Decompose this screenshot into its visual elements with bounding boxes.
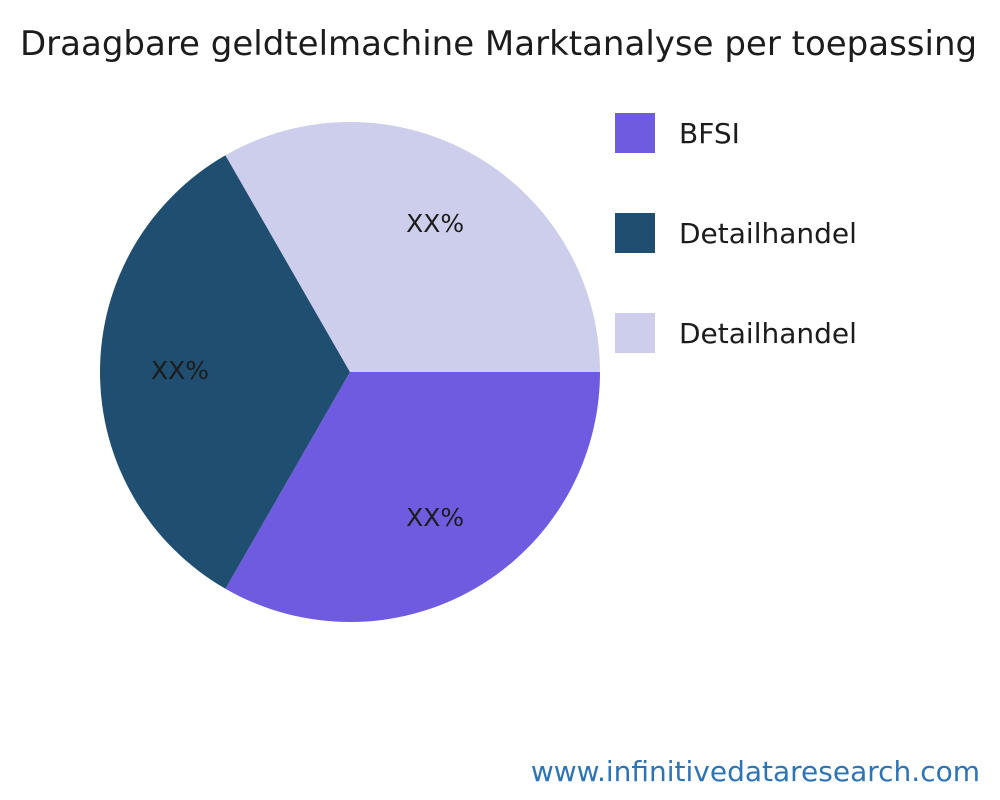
legend-label: Detailhandel — [679, 316, 857, 350]
footer-link[interactable]: www.infinitivedataresearch.com — [530, 755, 980, 788]
pie-slice-detailhandel — [225, 121, 601, 372]
legend-label: Detailhandel — [679, 216, 857, 250]
pie-slice-label: XX% — [406, 209, 464, 238]
pie-slice-detailhandel — [99, 155, 350, 589]
legend-item: BFSI — [615, 113, 857, 153]
legend-item: Detailhandel — [615, 213, 857, 253]
chart-title: Draagbare geldtelmachine Marktanalyse pe… — [20, 24, 978, 64]
legend-swatch — [615, 313, 655, 353]
legend-swatch — [615, 113, 655, 153]
pie-slice-label: XX% — [406, 503, 464, 532]
legend-swatch — [615, 213, 655, 253]
legend-item: Detailhandel — [615, 313, 857, 353]
legend-label: BFSI — [679, 116, 740, 150]
legend: BFSI Detailhandel Detailhandel — [615, 113, 857, 413]
pie-slice-bfsi — [225, 372, 600, 623]
pie-slice-label: XX% — [151, 356, 209, 385]
